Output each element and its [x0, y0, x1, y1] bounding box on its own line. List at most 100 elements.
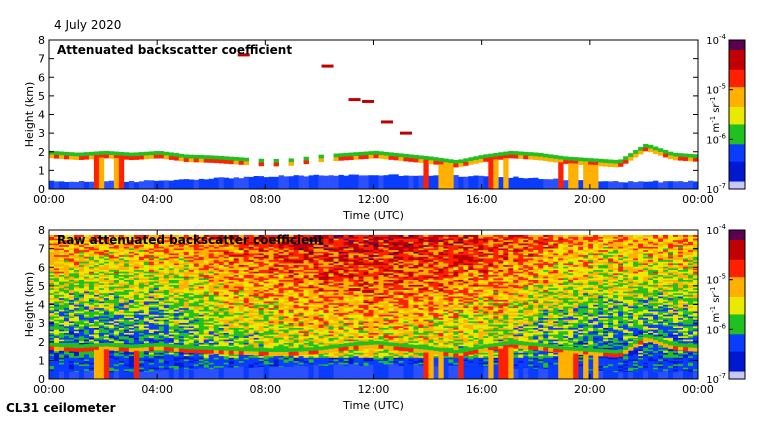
aerosol-cell [478, 176, 483, 189]
cloud-cell [613, 164, 618, 168]
colorbar-label: 10-7 [706, 182, 726, 196]
colorbar-label: 10-5 [706, 83, 726, 97]
colorbar-cell [729, 65, 745, 68]
colorbar-label: 10-4 [706, 33, 726, 47]
aerosol-cell [543, 179, 548, 189]
cloud-cell [668, 155, 673, 159]
cloud-cell [184, 158, 189, 162]
aerosol-cell [374, 175, 379, 189]
cloud-cell [543, 157, 548, 161]
aerosol-cell [548, 179, 553, 189]
aerosol-cell [339, 175, 344, 189]
aerosol-cell [264, 177, 269, 189]
precip-cell [119, 158, 124, 189]
aerosol-cell [219, 177, 224, 189]
precip-cell [423, 163, 428, 190]
colorbar-cell [729, 167, 745, 170]
aerosol-cell [533, 178, 538, 189]
precip-cell [593, 165, 598, 189]
aerosol-cell [189, 179, 194, 189]
cloud-cell [618, 163, 623, 167]
aerosol-cell [64, 182, 69, 189]
aerosol-cell [508, 178, 513, 189]
cloud-cell [388, 156, 393, 160]
cloud-cell [194, 159, 199, 163]
colorbar-cell [729, 142, 745, 145]
cloud-cell [643, 148, 648, 152]
aerosol-cell [294, 175, 299, 189]
cloud-cell [393, 157, 398, 161]
colorbar-cell [729, 182, 745, 185]
colorbar-cell [729, 154, 745, 157]
colorbar-cell [729, 174, 745, 177]
aerosol-cell [683, 182, 688, 189]
colorbar-cell [729, 100, 745, 103]
x-tick-label: 00:00 [33, 193, 65, 206]
aerosol-cell [538, 179, 543, 189]
cloud-cell [648, 149, 653, 153]
elevated-layer [362, 100, 374, 103]
colorbar-cell [729, 152, 745, 155]
colorbar-cell [729, 112, 745, 115]
colorbar-cell [729, 115, 745, 118]
colorbar-unit-part: -1 [709, 96, 717, 103]
aerosol-cell [164, 180, 169, 189]
aerosol-cell [513, 177, 518, 189]
y-tick-label: 8 [38, 34, 45, 47]
cloud-cell [319, 158, 324, 162]
cloud-cell [109, 155, 114, 159]
aerosol-cell [364, 175, 369, 189]
aerosol-cell [244, 177, 249, 189]
colorbar-cell [729, 80, 745, 83]
cloud-cell [354, 156, 359, 160]
noise-field [49, 235, 698, 379]
x-tick-label: 08:00 [249, 193, 281, 206]
colorbar-cell [729, 72, 745, 75]
colorbar-unit-part: m [711, 123, 722, 133]
cloud-cell [548, 158, 553, 162]
aerosol-cell [314, 175, 319, 189]
colorbar-cell [729, 60, 745, 63]
colorbar-cell [729, 57, 745, 60]
cloud-cell [578, 161, 583, 165]
aerosol-cell [393, 174, 398, 189]
aerosol-cell [334, 176, 339, 189]
precip-cell [488, 160, 493, 189]
aerosol-cell [174, 180, 179, 189]
aerosol-cell [388, 174, 393, 189]
aerosol-cell [648, 182, 653, 189]
plot-area [49, 40, 698, 189]
cloud-cell [149, 155, 154, 159]
precip-cell [558, 162, 563, 189]
y-tick-label: 1 [38, 164, 45, 177]
aerosol-cell [473, 176, 478, 189]
panel-1 [49, 40, 698, 189]
cloud-cell [413, 159, 418, 163]
colorbar-exponent: -7 [719, 182, 726, 190]
cloud-cell [528, 156, 533, 160]
aerosol-cell [553, 179, 558, 189]
cloud-cell [84, 156, 89, 160]
aerosol-cell [204, 179, 209, 189]
aerosol-cell [383, 175, 388, 189]
aerosol-cell [199, 179, 204, 189]
precip-cell [588, 165, 593, 189]
colorbar-cell [729, 67, 745, 70]
cloud-cell [518, 155, 523, 159]
aerosol-cell [403, 176, 408, 189]
cloud-cell [229, 160, 234, 164]
cloud-cell [344, 157, 349, 161]
colorbar-cell [729, 129, 745, 132]
precip-cell [94, 158, 99, 189]
cloud-cell [608, 163, 613, 167]
cloud-cell [124, 156, 129, 160]
colorbar-exponent: -5 [719, 83, 726, 91]
cloud-cell [453, 164, 458, 168]
cloud-cell [134, 156, 139, 160]
cloud-cell [64, 156, 69, 160]
aerosol-cell [184, 179, 189, 189]
cloud-cell [59, 155, 64, 159]
aerosol-cell [214, 178, 219, 189]
panel-2 [49, 230, 698, 379]
